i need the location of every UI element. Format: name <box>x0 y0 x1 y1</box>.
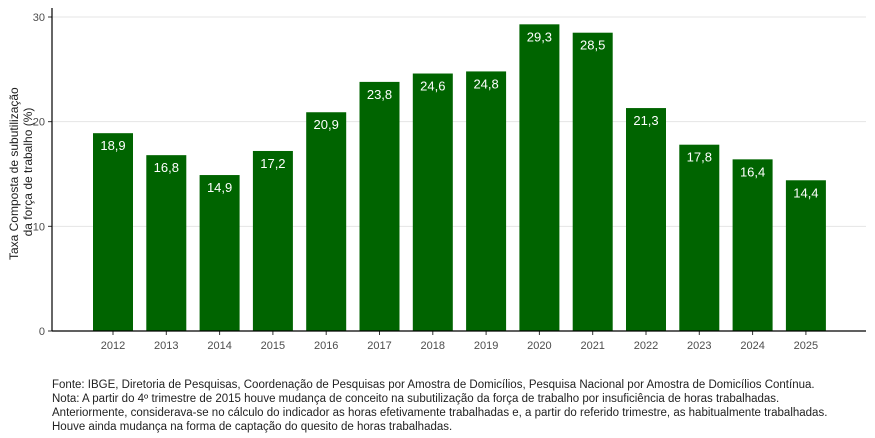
bar-value-label-2025: 14,4 <box>793 185 818 200</box>
bar-value-label-2020: 29,3 <box>527 29 552 44</box>
x-tick-label-2012: 2012 <box>101 340 125 352</box>
bar-2024 <box>732 159 773 331</box>
bar-value-label-2016: 20,9 <box>314 117 339 132</box>
bar-chart: 18,9 16,8 14,9 17,2 20,9 23,8 24,6 24,8 29,3 28,5… <box>7 8 866 352</box>
bar-2014 <box>199 175 240 331</box>
x-tick-label-2021: 2021 <box>580 340 604 352</box>
bar-value-label-2022: 21,3 <box>633 113 658 128</box>
note-line-3: Houve ainda mudança na forma de captação… <box>52 421 453 433</box>
y-tick-label: 20 <box>33 117 45 129</box>
bar-2016 <box>306 112 347 331</box>
bar-2012 <box>93 133 133 331</box>
note-source: Fonte: IBGE, Diretoria de Pesquisas, Coo… <box>52 379 815 391</box>
bar-value-label-2019: 24,8 <box>473 76 498 91</box>
x-tick-label-2014: 2014 <box>207 340 231 352</box>
x-tick-label-2025: 2025 <box>794 340 818 352</box>
y-axis-title-line1: Taxa Composta de subutilização <box>7 87 21 260</box>
bar-2020 <box>519 24 560 332</box>
x-tick-label-2023: 2023 <box>687 340 711 352</box>
bar-2013 <box>146 155 187 331</box>
note-line-2: Anteriormente, considerava-se no cálculo… <box>52 407 828 419</box>
y-tick-label: 30 <box>33 12 45 24</box>
bar-value-label-2018: 24,6 <box>420 79 445 94</box>
x-axis-ticks: 2012 2013 2014 2015 2016 2017 2018 2019 2020 2021… <box>101 331 818 352</box>
bar-value-label-2015: 17,2 <box>260 156 285 171</box>
bars: 18,9 16,8 14,9 17,2 20,9 23,8 24,6 24,8 29,3 28,5… <box>93 24 826 332</box>
bar-2022 <box>626 108 666 331</box>
x-tick-label-2016: 2016 <box>314 340 338 352</box>
y-axis-title-line2: da força de trabalho (%) <box>21 108 35 237</box>
source-notes: Fonte: IBGE, Diretoria de Pesquisas, Coo… <box>52 378 867 434</box>
bar-2021 <box>572 32 613 331</box>
bar-2025 <box>785 180 826 331</box>
bar-value-label-2023: 17,8 <box>687 150 712 165</box>
bar-value-label-2017: 23,8 <box>367 87 392 102</box>
x-tick-label-2017: 2017 <box>367 340 391 352</box>
bar-value-label-2024: 16,4 <box>740 164 765 179</box>
bar-2015 <box>252 150 293 331</box>
gridlines <box>52 16 866 227</box>
x-tick-label-2015: 2015 <box>261 340 285 352</box>
y-axis-title: Taxa Composta de subutilização da força … <box>7 84 35 260</box>
bar-value-label-2014: 14,9 <box>207 180 232 195</box>
bar-value-label-2012: 18,9 <box>100 138 125 153</box>
bar-value-label-2013: 16,8 <box>154 160 179 175</box>
x-tick-label-2013: 2013 <box>154 340 178 352</box>
bar-2018 <box>412 73 453 332</box>
y-axis-ticks: 0 10 20 30 <box>33 12 52 338</box>
bar-2017 <box>359 81 400 331</box>
x-tick-label-2024: 2024 <box>740 340 764 352</box>
x-tick-label-2019: 2019 <box>474 340 498 352</box>
bar-2023 <box>679 144 720 331</box>
y-tick-label: 10 <box>33 221 45 233</box>
x-tick-label-2018: 2018 <box>421 340 445 352</box>
note-line-1: Nota: A partir do 4º trimestre de 2015 h… <box>52 393 780 405</box>
x-tick-label-2022: 2022 <box>634 340 658 352</box>
bar-2019 <box>466 71 507 331</box>
bar-value-label-2021: 28,5 <box>580 38 605 53</box>
x-tick-label-2020: 2020 <box>527 340 551 352</box>
y-tick-label: 0 <box>39 326 45 338</box>
